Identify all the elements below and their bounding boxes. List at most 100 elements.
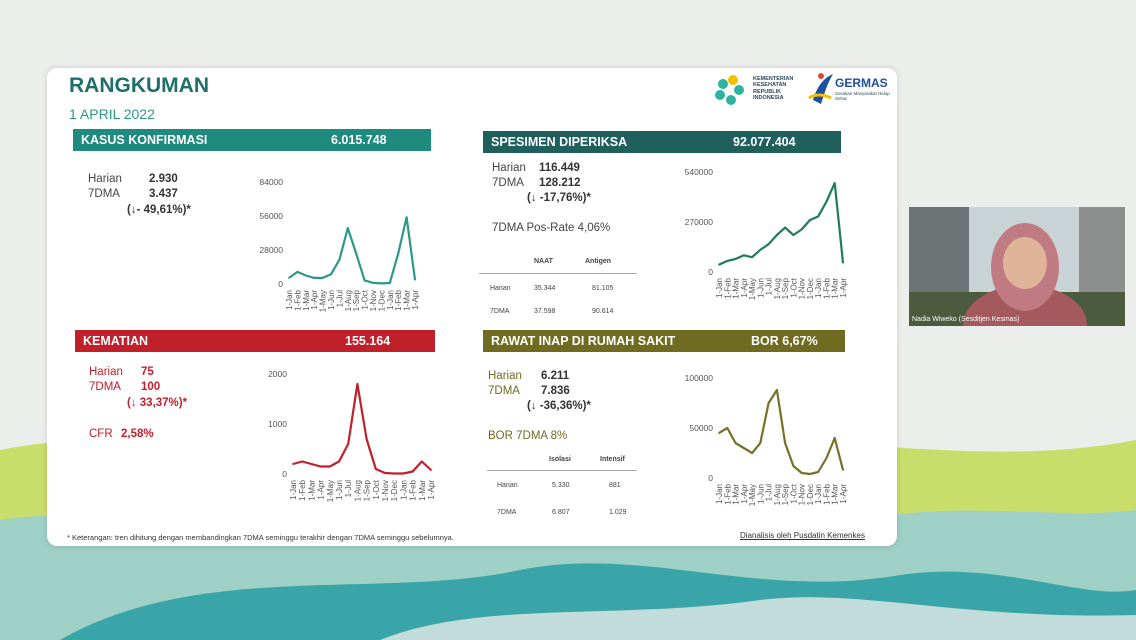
speaker-video-frame [909, 207, 1125, 326]
kasus-xtick-label: 1-Jun [327, 290, 336, 310]
kematian-ytick-label: 1000 [268, 419, 287, 429]
kematian-xtick-label: 1-Dec [390, 480, 399, 501]
rawat-trend: (↓ -36,36%)* [527, 400, 591, 412]
kematian-xtick-label: 1-Jun [335, 480, 344, 500]
kematian-xtick-label: 1-Mar [418, 480, 427, 501]
kematian-xtick-label: 1-Feb [298, 479, 307, 500]
rawat-data-point [784, 442, 787, 444]
spesimen-7dma-value: 128.212 [539, 177, 581, 189]
rawat-data-point [767, 402, 770, 404]
spesimen-table-row2-naat: 37.598 [534, 308, 556, 315]
kasus-data-point [338, 258, 341, 261]
spesimen-table-divider [479, 273, 637, 274]
kematian-ytick-label: 2000 [268, 369, 287, 379]
kematian-data-point [374, 468, 377, 470]
rawat-xtick-label: 1-May [748, 484, 757, 506]
kasus-7dma-label: 7DMA [88, 188, 120, 200]
spesimen-xtick-label: 1-Apr [839, 278, 848, 298]
rawat-harian-label: Harian [488, 370, 522, 382]
kasus-xtick-label: 1-Feb [394, 289, 403, 310]
kematian-cfr-label: CFR [89, 428, 113, 440]
kematian-data-point [319, 465, 322, 468]
rawat-harian-value: 6.211 [541, 370, 570, 382]
spesimen-table-row1-antigen: 81.105 [592, 285, 614, 292]
rawat-header-bar: RAWAT INAP DI RUMAH SAKIT BOR 6,67% [483, 330, 845, 352]
spesimen-xtick-label: 1-Jun [756, 278, 765, 298]
kasus-xtick-label: 1-Mar [302, 290, 311, 311]
kasus-data-point [330, 273, 332, 276]
rawat-xtick-label: 1-Apr [839, 484, 848, 504]
spesimen-xtick-label: 1-Apr [740, 278, 749, 298]
kematian-data-point [301, 460, 304, 463]
rawat-data-point [734, 442, 737, 444]
kasus-total: 6.015.748 [331, 133, 387, 147]
rawat-bor: BOR 6,67% [751, 334, 818, 348]
spesimen-data-point [734, 258, 737, 260]
kasus-xtick-label: 1-Oct [361, 289, 370, 309]
rawat-xtick-label: 1-Feb [723, 483, 732, 504]
kematian-xtick-label: 1-Sep [363, 479, 372, 501]
germas-logo-subtitle: Gerakan Masyarakat Hidup Sehat [835, 91, 890, 101]
kematian-xtick-label: 1-Mar [307, 480, 316, 501]
rawat-data-point [809, 473, 811, 475]
spesimen-table-row1-label: Harian [490, 285, 511, 292]
spesimen-data-point [809, 219, 811, 222]
kasus-xtick-label: 1-Apr [411, 290, 420, 310]
spesimen-data-point [784, 226, 787, 229]
spesimen-ytick-label: 270000 [685, 217, 714, 227]
spesimen-table-row2-antigen: 90.614 [592, 308, 614, 315]
kasus-xtick-label: 1-Aug [344, 290, 353, 311]
kematian-cfr-value: 2,58% [121, 428, 154, 440]
kematian-xtick-label: 1-Jan [399, 480, 408, 500]
rawat-bor7: BOR 7DMA 8% [488, 430, 568, 442]
kasus-7dma-value: 3.437 [149, 188, 178, 200]
kasus-series-line [288, 216, 417, 285]
kematian-xtick-label: 1-Feb [409, 479, 418, 500]
kematian-data-point [347, 443, 350, 445]
ministry-logo-text: KEMENTERIAN KESEHATAN REPUBLIK INDONESIA [753, 76, 794, 102]
spesimen-7dma-label: 7DMA [492, 177, 524, 189]
kasus-data-point [405, 216, 408, 219]
rawat-7dma-label: 7DMA [488, 385, 520, 397]
kematian-data-point [430, 469, 432, 471]
kasus-harian-value: 2.930 [149, 173, 178, 185]
kasus-ytick-label: 28000 [259, 245, 283, 255]
spesimen-data-point [800, 228, 803, 231]
kasus-data-point [414, 278, 416, 281]
rawat-xtick-label: 1-Oct [789, 483, 798, 503]
spesimen-table-row1-naat: 35.344 [534, 285, 556, 292]
kematian-7dma-label: 7DMA [89, 381, 121, 393]
kasus-harian-label: Harian [88, 173, 122, 185]
spesimen-data-point [718, 263, 720, 266]
spesimen-table-header-antigen: Antigen [585, 258, 612, 265]
kematian-data-point [310, 463, 313, 465]
kasus-xtick-label: 1-Nov [369, 290, 378, 311]
spesimen-table-header-naat: NAAT [534, 258, 553, 265]
summary-slide: RANGKUMAN 1 APRIL 2022 KEMENTERIAN KESEH… [47, 68, 897, 546]
rawat-ytick-label: 0 [708, 473, 713, 483]
kematian-data-point [384, 472, 386, 474]
ministry-logo-icon [715, 75, 744, 105]
speaker-video [909, 207, 1125, 326]
spesimen-table-row2-label: 7DMA [490, 308, 510, 315]
rawat-table-row1-label: Harian [497, 482, 518, 489]
kasus-data-point [355, 252, 358, 255]
kasus-header-bar: KASUS KONFIRMASI 6.015.748 [73, 129, 431, 151]
rawat-data-point [726, 427, 729, 429]
kasus-ytick-label: 56000 [259, 211, 283, 221]
slide-title: RANGKUMAN [69, 74, 209, 97]
rawat-table-row1-intensif: 881 [609, 482, 621, 489]
kematian-ytick-label: 0 [282, 469, 287, 479]
spesimen-ytick-label: 0 [708, 267, 713, 277]
rawat-xtick-label: 1-Jun [756, 484, 765, 504]
rawat-data-point [751, 452, 753, 454]
kematian-data-point [328, 465, 331, 468]
rawat-table-header-intensif: Intensif [600, 456, 625, 463]
spesimen-xtick-label: 1-Jan [814, 278, 823, 298]
kasus-ytick-label: 84000 [259, 177, 283, 187]
kasus-data-point [313, 277, 316, 279]
spesimen-data-point [759, 248, 762, 251]
